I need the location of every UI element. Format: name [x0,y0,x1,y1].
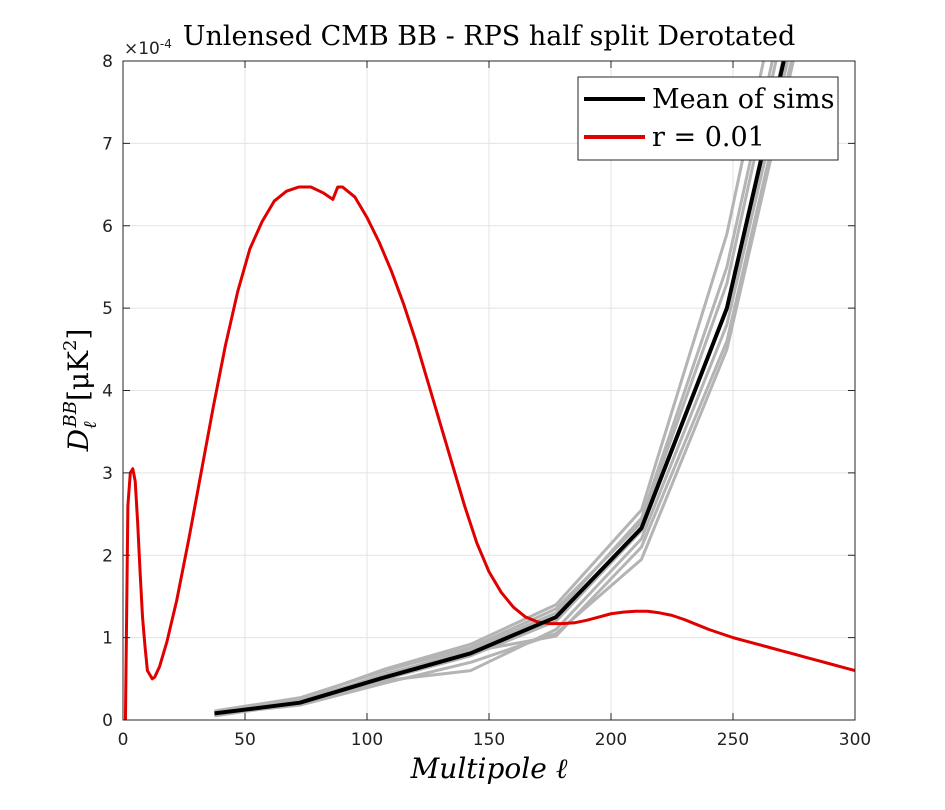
sim-line-6 [214,61,778,713]
x-tick-label: 300 [839,730,871,750]
main-series-group [123,61,855,720]
x-axis-label: Multipole ℓ [410,752,568,785]
y-axis-label: DℓBB[μK2] [60,329,101,453]
sim-line-3 [214,61,795,716]
legend: Mean of sims r = 0.01 [577,76,839,161]
y-exponent-label: ×10-4 [124,37,172,59]
y-tick-label: 1 [102,629,113,649]
y-label-main: D [62,429,95,452]
y-exponent-power: -4 [160,37,172,51]
y-tick-label: 4 [102,382,113,402]
chart-title: Unlensed CMB BB - RPS half split Derotat… [183,21,796,52]
y-tick-label: 7 [102,134,113,154]
axis-ticks: 0 50 100 150 200 250 300 0 1 2 3 4 5 6 7 8 [102,52,871,750]
legend-label-model: r = 0.01 [652,122,765,153]
x-tick-label: 100 [351,730,383,750]
legend-label-mean: Mean of sims [652,84,834,115]
y-label-units-pow: 2 [60,340,81,351]
y-label-sub: ℓ [80,421,101,429]
y-label-units-open: [μK [62,350,95,401]
y-label-units-close: ] [62,329,95,340]
x-tick-label: 50 [234,730,256,750]
x-tick-label: 0 [118,730,129,750]
legend-box [577,76,839,161]
y-exponent-base: ×10 [124,39,160,59]
y-label-sup: BB [60,401,81,428]
model-r001-line [123,185,855,720]
y-tick-label: 8 [102,52,113,72]
x-tick-label: 200 [595,730,627,750]
y-tick-label: 5 [102,299,113,319]
x-tick-label: 150 [473,730,505,750]
y-tick-label: 6 [102,217,113,237]
y-tick-label: 2 [102,546,113,566]
x-tick-label: 250 [717,730,749,750]
mean-of-sims-line [214,61,786,716]
y-tick-label: 3 [102,464,113,484]
y-tick-label: 0 [102,711,113,731]
